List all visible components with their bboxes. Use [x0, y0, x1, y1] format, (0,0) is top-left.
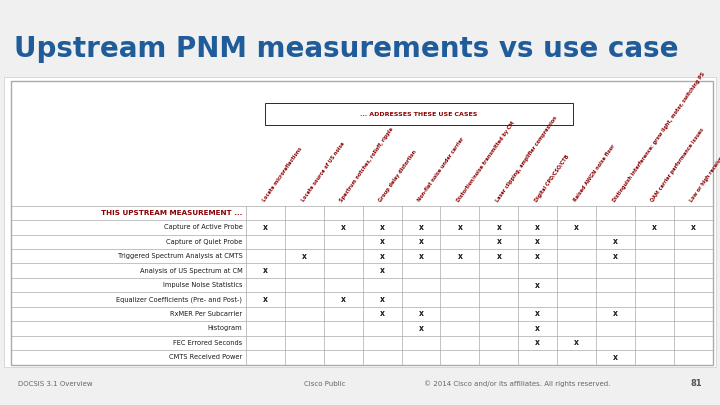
Text: x: x	[535, 252, 540, 261]
Text: Cisco Public: Cisco Public	[304, 381, 345, 387]
Text: x: x	[379, 237, 384, 246]
Text: ... ADDRESSES THESE USE CASES: ... ADDRESSES THESE USE CASES	[361, 111, 478, 117]
Text: x: x	[535, 223, 540, 232]
Text: Non-flat noise under carrier: Non-flat noise under carrier	[417, 137, 465, 203]
Text: THIS UPSTREAM MEASUREMENT ...: THIS UPSTREAM MEASUREMENT ...	[101, 210, 243, 216]
Text: x: x	[263, 295, 268, 304]
Text: Impulse Noise Statistics: Impulse Noise Statistics	[163, 282, 243, 288]
Text: x: x	[418, 237, 423, 246]
Text: x: x	[457, 252, 462, 261]
Text: x: x	[418, 252, 423, 261]
Text: x: x	[302, 252, 307, 261]
Text: x: x	[379, 266, 384, 275]
Text: x: x	[263, 266, 268, 275]
Text: CMTS Received Power: CMTS Received Power	[169, 354, 243, 360]
Text: x: x	[379, 309, 384, 318]
Text: Raised AWGN noise floor: Raised AWGN noise floor	[572, 144, 616, 203]
Text: Triggered Spectrum Analysis at CMTS: Triggered Spectrum Analysis at CMTS	[117, 253, 243, 259]
Text: x: x	[418, 309, 423, 318]
Text: x: x	[575, 223, 579, 232]
Text: © 2014 Cisco and/or its affiliates. All rights reserved.: © 2014 Cisco and/or its affiliates. All …	[423, 381, 610, 387]
Text: FEC Errored Seconds: FEC Errored Seconds	[174, 340, 243, 346]
Text: RxMER Per Subcarrier: RxMER Per Subcarrier	[171, 311, 243, 317]
Text: Group delay distortion: Group delay distortion	[378, 149, 418, 203]
Text: x: x	[652, 223, 657, 232]
Text: Low or high received power from user: Low or high received power from user	[689, 114, 720, 203]
Text: x: x	[613, 353, 618, 362]
Text: Capture of Active Probe: Capture of Active Probe	[163, 224, 243, 230]
Text: x: x	[535, 309, 540, 318]
Text: x: x	[613, 252, 618, 261]
Text: Equalizer Coefficients (Pre- and Post-): Equalizer Coefficients (Pre- and Post-)	[117, 296, 243, 303]
Text: 81: 81	[690, 379, 702, 388]
Text: x: x	[263, 223, 268, 232]
Text: x: x	[496, 223, 501, 232]
Text: x: x	[575, 338, 579, 347]
Text: x: x	[535, 237, 540, 246]
Text: x: x	[457, 223, 462, 232]
Text: x: x	[535, 324, 540, 333]
Text: x: x	[341, 223, 346, 232]
Text: Locate microreflections: Locate microreflections	[261, 147, 303, 203]
Text: x: x	[379, 252, 384, 261]
Text: x: x	[379, 223, 384, 232]
Text: Laser clipping, amplifier compression: Laser clipping, amplifier compression	[495, 115, 558, 203]
Text: x: x	[496, 237, 501, 246]
Text: Digital CPD/CSO/CTB: Digital CPD/CSO/CTB	[534, 154, 570, 203]
Text: x: x	[418, 223, 423, 232]
Text: x: x	[691, 223, 696, 232]
Text: Spectrum notches, rolloff, ripple: Spectrum notches, rolloff, ripple	[339, 126, 395, 203]
Text: Distortion/noise transmitted by CM: Distortion/noise transmitted by CM	[456, 120, 516, 203]
Text: DOCSIS 3.1 Overview: DOCSIS 3.1 Overview	[18, 381, 92, 387]
Text: Upstream PNM measurements vs use case: Upstream PNM measurements vs use case	[14, 34, 679, 63]
Text: x: x	[341, 295, 346, 304]
Text: QAM carrier performance issues: QAM carrier performance issues	[650, 127, 706, 203]
Text: Distinguish interference: grow light, motor, switching PS: Distinguish interference: grow light, mo…	[611, 71, 706, 203]
Text: x: x	[613, 309, 618, 318]
Bar	[266, 103, 572, 125]
Text: x: x	[379, 295, 384, 304]
Text: Locate source of US noise: Locate source of US noise	[300, 141, 346, 203]
Text: x: x	[613, 237, 618, 246]
Text: x: x	[496, 252, 501, 261]
Text: x: x	[418, 324, 423, 333]
Text: x: x	[535, 281, 540, 290]
Text: Capture of Quiet Probe: Capture of Quiet Probe	[166, 239, 243, 245]
Text: x: x	[535, 338, 540, 347]
Text: Analysis of US Spectrum at CM: Analysis of US Spectrum at CM	[140, 268, 243, 274]
Text: Histogram: Histogram	[208, 326, 243, 331]
